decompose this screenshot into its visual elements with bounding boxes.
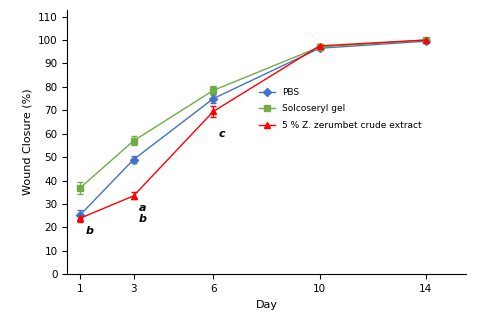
- Text: a: a: [139, 203, 146, 212]
- Text: b: b: [86, 226, 94, 236]
- Y-axis label: Wound Closure (%): Wound Closure (%): [22, 89, 32, 195]
- Text: b: b: [139, 214, 147, 224]
- Text: c: c: [218, 129, 225, 139]
- Legend: PBS, Solcoseryl gel, 5 % Z. zerumbet crude extract: PBS, Solcoseryl gel, 5 % Z. zerumbet cru…: [259, 88, 422, 130]
- X-axis label: Day: Day: [255, 300, 277, 310]
